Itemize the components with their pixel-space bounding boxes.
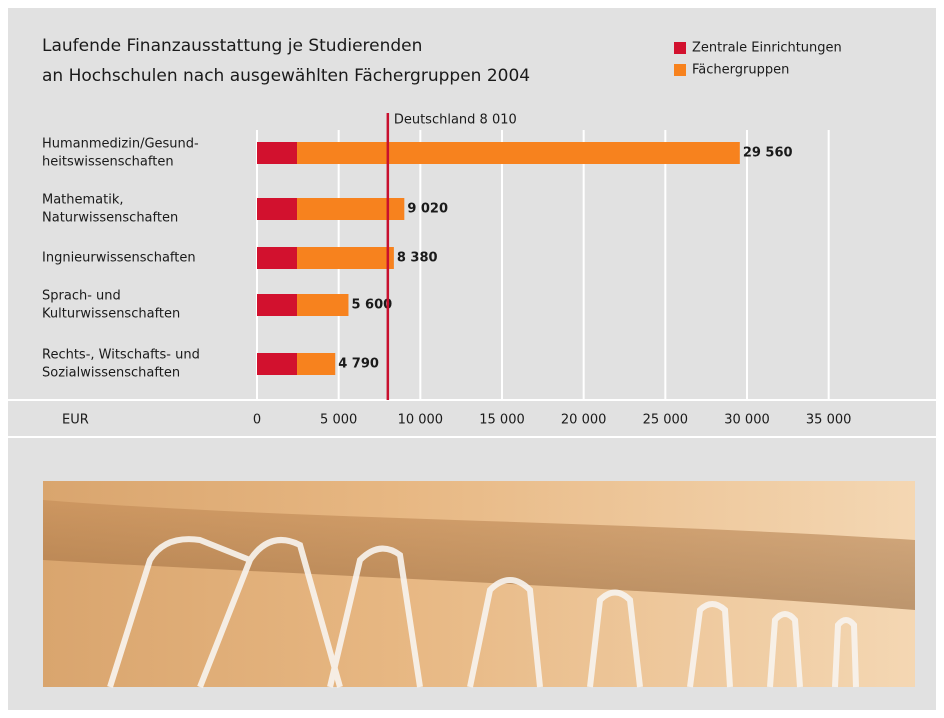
x-tick-label: 35 000 <box>806 413 852 428</box>
value-label: 8 380 <box>397 251 438 266</box>
x-tick-label: 0 <box>253 413 261 428</box>
category-label: Sprach- und <box>42 289 121 304</box>
bar-segment <box>257 198 298 220</box>
bar-segment <box>257 353 298 375</box>
category-label: Ingnieurwissenschaften <box>42 251 196 266</box>
x-tick-label: 5 000 <box>320 413 357 428</box>
category-label: Rechts-, Witschafts- und <box>42 348 200 363</box>
x-tick-label: 15 000 <box>479 413 525 428</box>
category-label: heitswissenschaften <box>42 155 174 170</box>
value-label: 5 600 <box>351 298 392 313</box>
category-label: Naturwissenschaften <box>42 211 178 226</box>
x-tick-label: 20 000 <box>561 413 607 428</box>
bar-segment <box>257 247 298 269</box>
bar-segment <box>297 142 740 164</box>
photo <box>43 481 915 689</box>
bar-segment <box>297 247 394 269</box>
x-tick-label: 10 000 <box>398 413 444 428</box>
category-label: Sozialwissenschaften <box>42 366 180 381</box>
bar-segment <box>297 198 405 220</box>
value-label: 29 560 <box>743 146 793 161</box>
bar-segment <box>297 294 349 316</box>
value-label: 9 020 <box>407 202 448 217</box>
x-tick-label: 25 000 <box>643 413 689 428</box>
value-label: 4 790 <box>338 357 379 372</box>
category-label: Mathematik, <box>42 193 124 208</box>
legend-label: Fächergruppen <box>692 63 789 78</box>
legend-label: Zentrale Einrichtungen <box>692 41 842 56</box>
chart-title: an Hochschulen nach ausgewählten Fächerg… <box>42 66 530 86</box>
bar-segment <box>297 353 336 375</box>
bar-segment <box>257 294 298 316</box>
reference-label: Deutschland 8 010 <box>394 113 517 128</box>
legend-swatch <box>674 42 686 54</box>
legend-swatch <box>674 64 686 76</box>
chart-title: Laufende Finanzausstattung je Studierend… <box>42 36 422 56</box>
x-axis-label: EUR <box>62 413 89 428</box>
x-tick-label: 30 000 <box>724 413 770 428</box>
category-label: Humanmedizin/Gesund- <box>42 137 199 152</box>
category-label: Kulturwissenschaften <box>42 307 180 322</box>
bar-segment <box>257 142 298 164</box>
